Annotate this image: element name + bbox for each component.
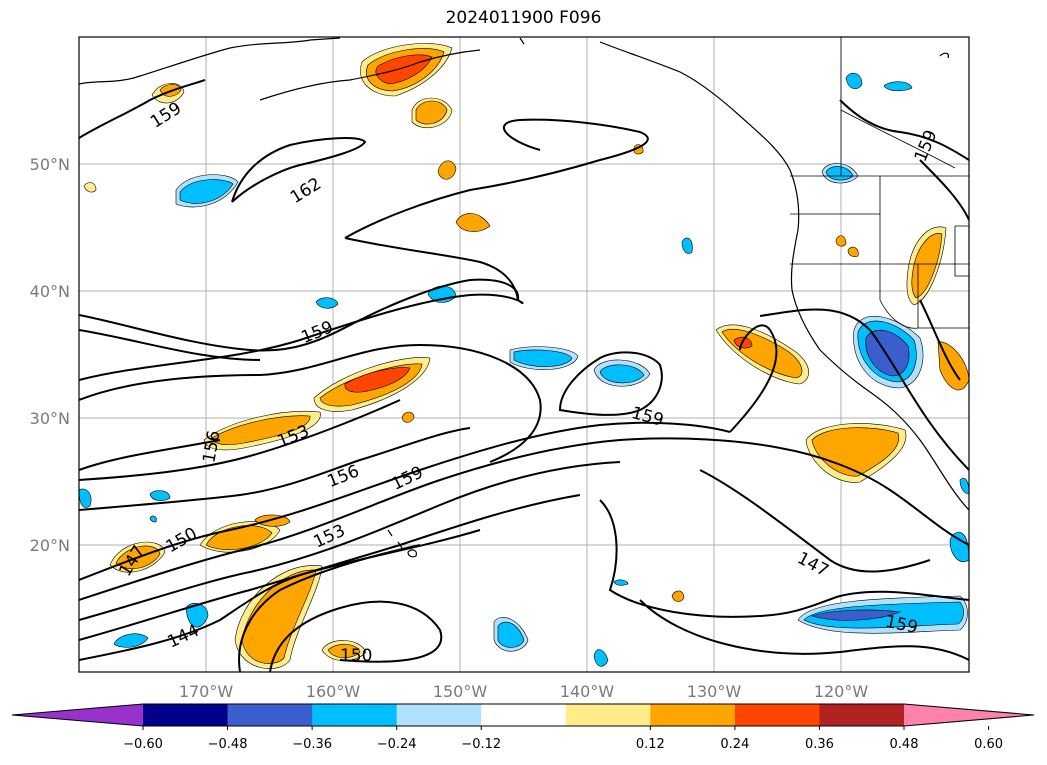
- colorbar-segment: [312, 704, 398, 726]
- colorbar: −0.60 −0.48 −0.36 −0.24 −0.12 0.12 0.24 0.36 0.4…: [11, 703, 1035, 752]
- positive-anomaly-patches: [83, 43, 969, 669]
- colorbar-tick-label: −0.24: [377, 737, 417, 752]
- colorbar-segment: [819, 704, 905, 726]
- lon-tick-label: 170°W: [179, 682, 234, 701]
- colorbar-segment: [734, 704, 820, 726]
- contour-label: 150: [340, 646, 372, 666]
- colorbar-tick-label: −0.12: [461, 737, 501, 752]
- lon-tick-label: 150°W: [433, 682, 488, 701]
- colorbar-tick-label: −0.36: [292, 737, 332, 752]
- colorbar-tick-label: −0.48: [208, 737, 248, 752]
- colorbar-segment: [143, 704, 229, 726]
- state-borders: [790, 37, 969, 329]
- colorbar-segment: [565, 704, 651, 726]
- lat-tick-label: 50°N: [30, 155, 70, 174]
- colorbar-segment: [650, 704, 736, 726]
- negative-anomaly-patches: [79, 72, 969, 667]
- lon-tick-labels: 170°W 160°W 150°W 140°W 130°W 120°W: [179, 682, 869, 701]
- lat-tick-label: 30°N: [30, 409, 70, 428]
- colorbar-segment: [481, 704, 567, 726]
- colorbar-tick-label: 0.24: [720, 737, 749, 752]
- lat-tick-label: 40°N: [30, 282, 70, 301]
- lon-tick-label: 130°W: [687, 682, 742, 701]
- lon-tick-label: 120°W: [814, 682, 869, 701]
- colorbar-tick-label: −0.60: [123, 737, 163, 752]
- lat-tick-labels: 20°N 30°N 40°N 50°N: [30, 155, 70, 555]
- colorbar-tick-label: 0.12: [636, 737, 665, 752]
- lat-tick-label: 20°N: [30, 536, 70, 555]
- lon-tick-label: 160°W: [306, 682, 361, 701]
- coastlines: [79, 37, 969, 558]
- lon-tick-label: 140°W: [560, 682, 615, 701]
- colorbar-extension-max: [904, 704, 1034, 726]
- colorbar-tick-label: 0.36: [805, 737, 834, 752]
- height-contours: [79, 79, 969, 672]
- map-title: 2024011900 F096: [445, 8, 602, 28]
- colorbar-segment: [227, 704, 313, 726]
- plot-frame: [78, 36, 970, 673]
- colorbar-tick-label: 0.48: [890, 737, 919, 752]
- colorbar-segment: [396, 704, 482, 726]
- colorbar-tick-label: 0.60: [974, 737, 1003, 752]
- colorbar-extension-min: [12, 704, 143, 726]
